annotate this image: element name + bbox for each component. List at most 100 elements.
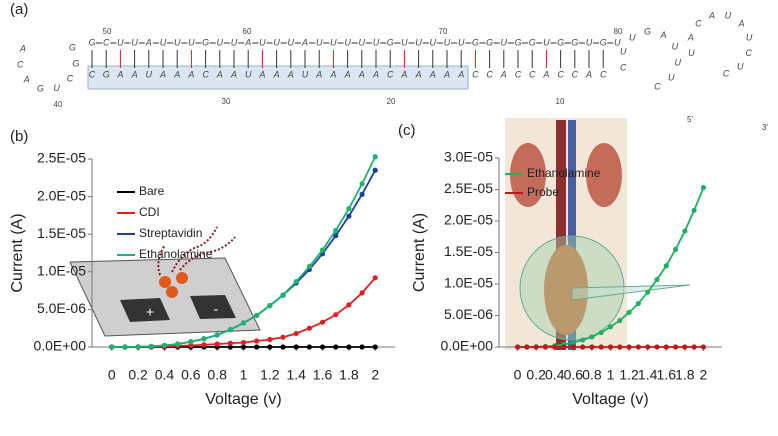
x-tick-label: 0.8	[582, 367, 602, 383]
base: U	[316, 37, 323, 47]
x-tick-label: 0	[108, 367, 116, 383]
x-tick-label: 1.8	[675, 367, 695, 383]
data-point	[267, 303, 273, 309]
base: U	[458, 37, 465, 47]
base: A	[145, 37, 152, 47]
base: C	[557, 69, 564, 79]
base: G	[387, 37, 394, 47]
base: U	[688, 48, 695, 58]
data-point	[240, 344, 247, 350]
base: C	[89, 69, 96, 79]
data-point	[552, 344, 558, 350]
base: U	[117, 37, 124, 47]
base: A	[415, 69, 422, 79]
data-point	[682, 344, 688, 350]
x-axis-label: Voltage (v)	[572, 391, 648, 408]
position-number: 30	[222, 97, 231, 106]
x-tick-label: 0.2	[128, 367, 148, 383]
base: A	[585, 69, 592, 79]
y-tick-label: 2.0E-05	[37, 187, 86, 203]
base: U	[160, 37, 167, 47]
base: A	[301, 37, 308, 47]
data-point	[333, 312, 339, 318]
base: G	[88, 37, 95, 47]
data-point	[346, 302, 352, 308]
base: A	[187, 69, 194, 79]
y-tick-label: 1.5E-05	[37, 225, 86, 241]
data-point	[570, 344, 576, 350]
data-point	[319, 247, 326, 253]
data-point	[654, 344, 660, 350]
data-point	[359, 344, 365, 350]
data-point	[306, 325, 312, 331]
base: U	[444, 37, 451, 47]
x-tick-label: 1.6	[657, 367, 677, 383]
data-point	[561, 344, 567, 350]
data-point	[663, 344, 669, 350]
y-tick-label: 5.0E-06	[37, 300, 86, 316]
position-number: 70	[439, 27, 448, 36]
base: G	[486, 37, 493, 47]
electrode-inset: + -	[69, 226, 261, 337]
base: A	[287, 69, 294, 79]
base: A	[131, 69, 138, 79]
base: C	[515, 69, 522, 79]
data-point	[514, 344, 521, 350]
base: A	[500, 69, 507, 79]
position-number: 40	[54, 100, 63, 109]
base: C	[723, 69, 730, 79]
legend-label: CDI	[139, 205, 160, 219]
data-point	[254, 344, 260, 350]
data-point	[214, 341, 220, 347]
base: C	[202, 69, 209, 79]
x-tick-label: 1.2	[260, 367, 280, 383]
data-point	[240, 320, 247, 326]
data-point	[663, 263, 669, 269]
data-point	[607, 344, 614, 350]
highlight-box	[87, 65, 469, 90]
data-point	[359, 290, 365, 296]
base: C	[486, 69, 493, 79]
base: G	[600, 37, 607, 47]
base: C	[387, 69, 394, 79]
base: A	[344, 69, 351, 79]
svg-text:-: -	[214, 301, 219, 317]
base: A	[687, 32, 694, 42]
data-point	[201, 342, 207, 348]
data-point	[319, 344, 326, 350]
y-axis-label: Current (A)	[411, 213, 428, 292]
base: U	[188, 37, 195, 47]
base: C	[695, 19, 702, 29]
data-point	[214, 332, 220, 338]
data-point	[598, 344, 604, 350]
base: G	[571, 37, 578, 47]
y-tick-label: 2.5E-05	[444, 180, 493, 196]
base: U	[543, 37, 550, 47]
y-tick-label: 1.5E-05	[444, 243, 493, 259]
x-tick-label: 0.4	[545, 367, 565, 383]
base: A	[542, 69, 549, 79]
data-point	[524, 344, 530, 350]
data-point	[109, 344, 115, 350]
x-tick-label: 0.4	[155, 367, 175, 383]
x-tick-label: 2	[371, 367, 379, 383]
base: A	[372, 69, 379, 79]
data-point	[654, 276, 660, 283]
data-point	[672, 246, 679, 252]
data-point	[280, 334, 286, 340]
data-point	[617, 317, 623, 324]
base: A	[19, 44, 26, 54]
base: U	[344, 37, 351, 47]
base: A	[23, 75, 30, 85]
x-tick-label: 0.6	[181, 367, 201, 383]
base: U	[302, 69, 309, 79]
base: G	[529, 37, 536, 47]
data-point	[645, 344, 651, 350]
x-tick-label: 1.2	[619, 367, 639, 383]
x-tick-label: 1.8	[339, 367, 359, 383]
data-point	[175, 341, 181, 347]
base: A	[230, 69, 237, 79]
data-point	[254, 312, 260, 319]
base: G	[103, 69, 110, 79]
